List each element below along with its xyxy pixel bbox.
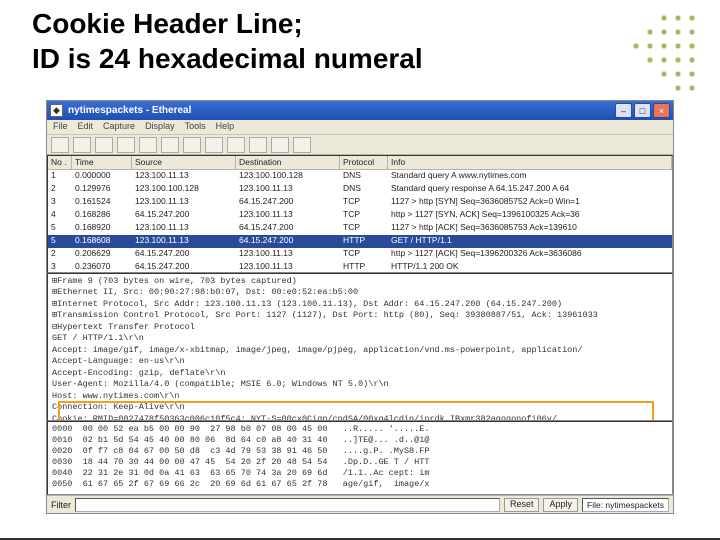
detail-line[interactable]: User-Agent: Mozilla/4.0 (compatible; MSI…: [52, 379, 668, 390]
col-dst[interactable]: Destination: [236, 156, 340, 169]
hex-line[interactable]: 0000 00 00 52 ea b5 00 00 90 27 98 b0 07…: [52, 424, 668, 435]
toolbar-button[interactable]: [183, 137, 201, 153]
detail-line[interactable]: GET / HTTP/1.1\r\n: [52, 333, 668, 344]
packet-row[interactable]: 30.161524123.100.11.1364.15.247.200TCP11…: [48, 196, 672, 209]
close-button[interactable]: ×: [653, 103, 670, 118]
menubar: File Edit Capture Display Tools Help: [47, 120, 673, 135]
toolbar-button[interactable]: [73, 137, 91, 153]
toolbar: [47, 135, 673, 155]
detail-line[interactable]: Accept-Encoding: gzip, deflate\r\n: [52, 368, 668, 379]
detail-line[interactable]: Accept-Language: en-us\r\n: [52, 356, 668, 367]
toolbar-button[interactable]: [271, 137, 289, 153]
toolbar-button[interactable]: [249, 137, 267, 153]
detail-line[interactable]: ⊟Hypertext Transfer Protocol: [52, 322, 668, 333]
packet-row[interactable]: 50.168920123.100.11.1364.15.247.200TCP11…: [48, 222, 672, 235]
window-title: nytimespackets - Ethereal: [68, 105, 615, 116]
packet-list-header: No . Time Source Destination Protocol In…: [48, 156, 672, 170]
status-file: File: nytimespackets: [582, 498, 669, 512]
detail-line[interactable]: ⊞Transmission Control Protocol, Src Port…: [52, 310, 668, 321]
menu-tools[interactable]: Tools: [185, 121, 206, 133]
title-line-2: ID is 24 hexadecimal numeral: [32, 43, 423, 74]
toolbar-button[interactable]: [117, 137, 135, 153]
hex-line[interactable]: 0050 61 67 65 2f 67 69 66 2c 20 69 6d 61…: [52, 479, 668, 490]
hex-line[interactable]: 0040 22 31 2e 31 0d 0a 41 63 63 65 70 74…: [52, 468, 668, 479]
col-time[interactable]: Time: [72, 156, 132, 169]
detail-line[interactable]: ⊞Frame 9 (703 bytes on wire, 703 bytes c…: [52, 276, 668, 287]
packet-row[interactable]: 30.23607064.15.247.200123.100.11.13HTTPH…: [48, 261, 672, 273]
apply-button[interactable]: Apply: [543, 498, 578, 512]
packet-row[interactable]: 50.168608123.100.11.1364.15.247.200HTTPG…: [48, 235, 672, 248]
filter-label: Filter: [51, 500, 71, 510]
detail-line[interactable]: Host: www.nytimes.com\r\n: [52, 391, 668, 402]
reset-button[interactable]: Reset: [504, 498, 540, 512]
menu-file[interactable]: File: [53, 121, 68, 133]
dot-decoration: [612, 10, 702, 100]
packet-list-pane[interactable]: No . Time Source Destination Protocol In…: [47, 155, 673, 273]
menu-help[interactable]: Help: [216, 121, 235, 133]
detail-line[interactable]: Connection: Keep-Alive\r\n: [52, 402, 668, 413]
toolbar-button[interactable]: [139, 137, 157, 153]
col-no[interactable]: No .: [48, 156, 72, 169]
packet-details-pane[interactable]: ⊞Frame 9 (703 bytes on wire, 703 bytes c…: [47, 273, 673, 421]
toolbar-button[interactable]: [205, 137, 223, 153]
packet-row[interactable]: 40.16828664.15.247.200123.100.11.13TCPht…: [48, 209, 672, 222]
menu-display[interactable]: Display: [145, 121, 175, 133]
hex-line[interactable]: 0010 02 b1 5d 54 45 40 00 80 06 8d 64 c0…: [52, 435, 668, 446]
col-proto[interactable]: Protocol: [340, 156, 388, 169]
packet-row[interactable]: 20.129976123.100.100.128123.100.11.13DNS…: [48, 183, 672, 196]
detail-line[interactable]: ⊞Internet Protocol, Src Addr: 123.100.11…: [52, 299, 668, 310]
filter-input[interactable]: [75, 498, 500, 512]
toolbar-button[interactable]: [51, 137, 69, 153]
statusbar: Filter Reset Apply File: nytimespackets: [47, 495, 673, 513]
detail-line[interactable]: Accept: image/gif, image/x-xbitmap, imag…: [52, 345, 668, 356]
col-src[interactable]: Source: [132, 156, 236, 169]
minimize-button[interactable]: –: [615, 103, 632, 118]
hex-dump-pane[interactable]: 0000 00 00 52 ea b5 00 00 90 27 98 b0 07…: [47, 421, 673, 495]
ethereal-window: ◆ nytimespackets - Ethereal – □ × File E…: [46, 100, 674, 514]
hex-line[interactable]: 0020 0f f7 c8 04 67 00 50 d8 c3 4d 79 53…: [52, 446, 668, 457]
hex-line[interactable]: 0030 18 44 70 30 44 00 00 47 45 54 20 2f…: [52, 457, 668, 468]
col-info[interactable]: Info: [388, 156, 672, 169]
toolbar-button[interactable]: [161, 137, 179, 153]
app-icon: ◆: [50, 104, 63, 117]
menu-edit[interactable]: Edit: [78, 121, 94, 133]
packet-row[interactable]: 10.000000123.100.11.13123.100.100.128DNS…: [48, 170, 672, 183]
packet-row[interactable]: 20.20662964.15.247.200123.100.11.13TCPht…: [48, 248, 672, 261]
titlebar[interactable]: ◆ nytimespackets - Ethereal – □ ×: [47, 101, 673, 120]
menu-capture[interactable]: Capture: [103, 121, 135, 133]
title-line-1: Cookie Header Line;: [32, 8, 303, 39]
toolbar-button[interactable]: [227, 137, 245, 153]
maximize-button[interactable]: □: [634, 103, 651, 118]
toolbar-button[interactable]: [293, 137, 311, 153]
toolbar-button[interactable]: [95, 137, 113, 153]
slide-title: Cookie Header Line; ID is 24 hexadecimal…: [32, 6, 423, 76]
detail-line[interactable]: ⊞Ethernet II, Src: 00:90:27:98:b0:07, Ds…: [52, 287, 668, 298]
detail-line[interactable]: Cookie: RMID=0027478f50363c006c10f5c4; N…: [52, 414, 668, 421]
